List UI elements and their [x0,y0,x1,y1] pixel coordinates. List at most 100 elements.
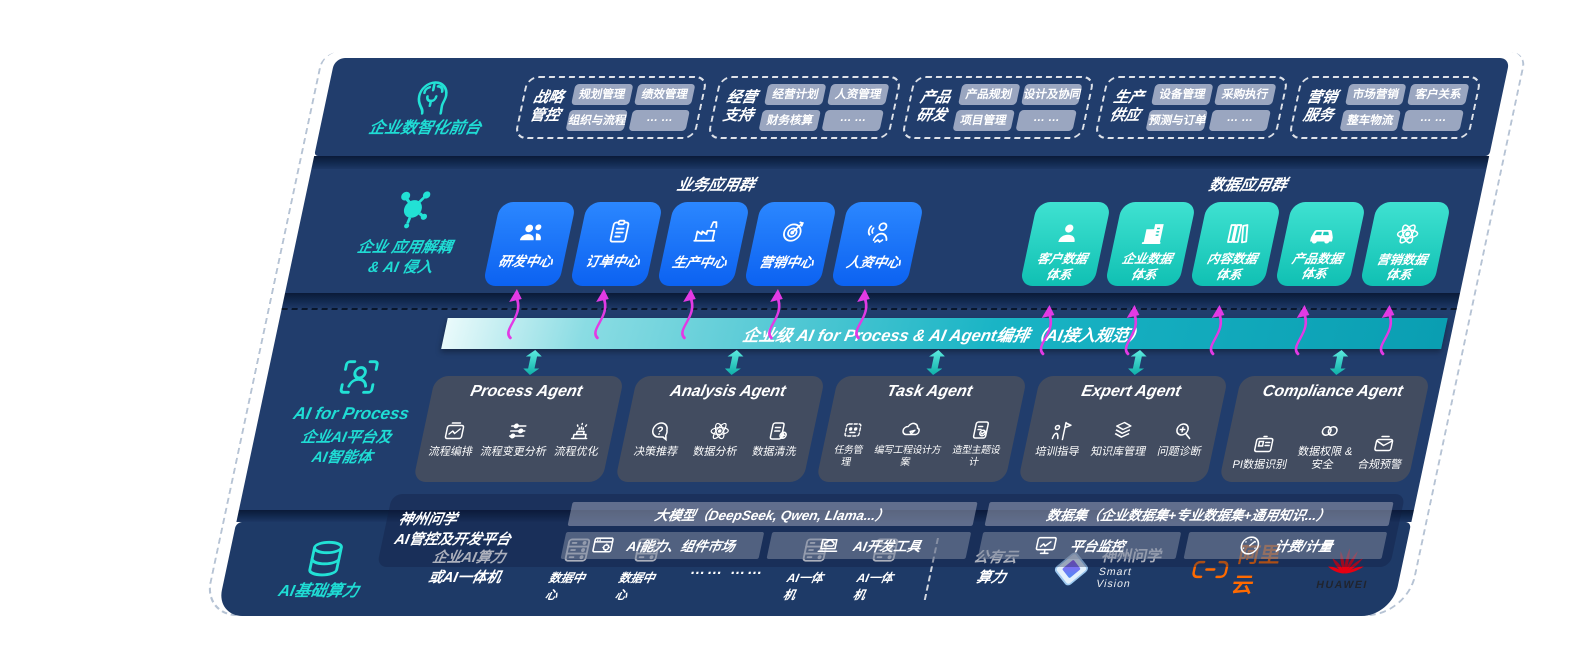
data-box-content: 内容数据 体系 [1189,202,1282,355]
cell-ai-dev-tools: AI开发工具 [766,531,971,559]
platform-panel: 神州问学 AI管控及开发平台 大模型（DeepSeek, Qwen, Llama… [376,493,1406,567]
database-icon [298,536,354,582]
infra-layer-id: AI基础算力 [257,536,389,603]
teal-updown-arrow [724,350,745,375]
agent-item-label: 数据清洗 [751,446,798,459]
group-title: 经营 支持 [721,89,759,124]
cell-billing-metering: 计费/计量 [1183,531,1388,559]
agent-item-label: 编写工程设计方案 [873,444,943,468]
data-box-marketing: 营销数据 体系 [1359,202,1452,355]
clipboard-icon [603,218,636,245]
agent-item: 数据清洗 [751,406,806,459]
agent-title: Analysis Agent [668,383,788,400]
agent-item: 决策推荐 [632,406,687,459]
agent-item: 知识库管理 [1089,406,1155,459]
agent-item: 流程变更分析 [479,406,556,459]
magenta-up-arrow [757,288,794,340]
agent-item: 任务管理 [826,406,877,468]
group-title: 产品 研发 [914,89,953,124]
cell-label: 计费/计量 [1273,539,1334,555]
app-layer-id: 企业 应用解耦 & AI 侵入 [309,167,508,295]
ai-layer-label-en: AI for Process [291,404,412,423]
agent-title: Task Agent [885,383,974,400]
building-icon [1136,205,1172,248]
atom-icon-item: 数据分析 [692,406,747,459]
data-group-title: 数据应用群 [1207,177,1289,194]
magenta-up-arrow [1114,288,1154,356]
agent-item: PI数据识别 [1231,419,1297,472]
expert-agent-card: Expert Agent 培训指导 [1017,376,1229,482]
model-group: 大模型（DeepSeek, Qwen, Llama...） AI能力、组件市场 [560,501,978,559]
agent-item-label: 任务管理 [833,444,864,468]
team-icon [514,219,550,245]
pill: 采购执行 [1214,83,1277,105]
agent-title: Compliance Agent [1261,383,1405,400]
monitor-chart-icon [1031,533,1061,558]
agent-item: 造型主题设计 [944,406,1013,468]
window-gear-icon [587,533,617,558]
front-group-product: 产品 研发 产品规划 设计及协同 项目管理 … … [900,75,1096,139]
teal-updown-arrow [925,350,946,375]
pill: 设计及协同 [1020,83,1083,105]
app-layer-label: 企业 应用解耦 & AI 侵入 [355,239,454,276]
agent-item: 培训指导 [1034,406,1089,459]
pill: … … [1401,109,1465,131]
data-box-product: 产品数据 体系 [1274,202,1367,355]
app-box-hr-center: 人资中心 [830,202,925,340]
agent-title: Expert Agent [1079,383,1183,400]
front-group-operation: 经营 支持 经营计划 人资管理 财务核算 … … [707,75,903,139]
pill: 市场营销 [1344,83,1407,105]
group-title: 生产 供应 [1108,89,1146,124]
atom-icon [705,406,737,443]
agent-item-label: 决策推荐 [632,446,680,459]
cell-label: 平台监控 [1068,539,1126,555]
pill: 整车物流 [1339,109,1402,131]
app-box-label: 营销中心 [758,254,816,270]
magenta-up-arrow [1284,288,1324,356]
dataset-group: 数据集（企业数据集+专业数据集+通用知识...） 平台监控 [977,501,1394,559]
app-box-label: 人资中心 [845,254,903,270]
data-box-label: 内容数据 体系 [1205,252,1259,282]
teal-updown-arrow [1328,350,1349,375]
training-icon [1047,406,1079,443]
pill: 预测与订单 [1145,109,1208,131]
data-box-label: 企业数据 体系 [1120,252,1174,282]
agent-item-label: 合规预警 [1356,459,1403,472]
business-app-group: 业务应用群 研发中心 [481,171,931,340]
cell-label: AI开发工具 [851,539,923,555]
robot-face-icon [838,406,870,442]
pill: … … [1015,109,1078,131]
agent-item: 问题诊断 [1156,406,1211,459]
teal-updown-arrow [522,350,543,375]
front-group-marketing: 营销 服务 市场营销 客户关系 整车物流 … … [1287,75,1483,139]
doc-clean-icon [764,406,796,443]
agent-item-label: 问题诊断 [1156,446,1203,459]
id-card-icon [1250,419,1282,456]
node-label: 数据中心 [543,571,587,602]
app-box-label: 研发中心 [497,253,555,269]
pill: 项目管理 [952,109,1015,131]
app-box-order-center: 订单中心 [569,202,664,340]
magenta-up-arrow [670,288,707,340]
agent-item: 编写工程设计方案 [866,406,954,468]
agent-item-label: 数据权限 & 安全 [1296,446,1354,472]
sliders-icon [503,406,535,443]
pill: 财务核算 [759,109,822,131]
link-rings-icon [1315,406,1347,443]
pill: 客户关系 [1407,83,1470,105]
agent-item-label: 数据分析 [691,446,739,459]
app-box-production-center: 生产中心 [656,202,751,340]
cell-platform-monitor: 平台监控 [977,531,1182,559]
app-box-label: 订单中心 [584,254,642,269]
data-app-group: 数据应用群 客户数据 体系 [1018,171,1458,355]
agent-title: Process Agent [468,383,584,400]
model-bar: 大模型（DeepSeek, Qwen, Llama...） [567,501,978,526]
pill: … … [821,109,884,131]
group-title: 战略 管控 [527,89,566,124]
ai-platform-layer: 企业级 AI for Process & AI Agent编排（AI接入规范） … [238,308,1457,567]
business-group-title: 业务应用群 [675,177,757,194]
layers-icon [1108,406,1140,443]
task-agent-card: Task Agent 任务管理 [816,376,1028,482]
scan-person-icon [331,354,387,400]
